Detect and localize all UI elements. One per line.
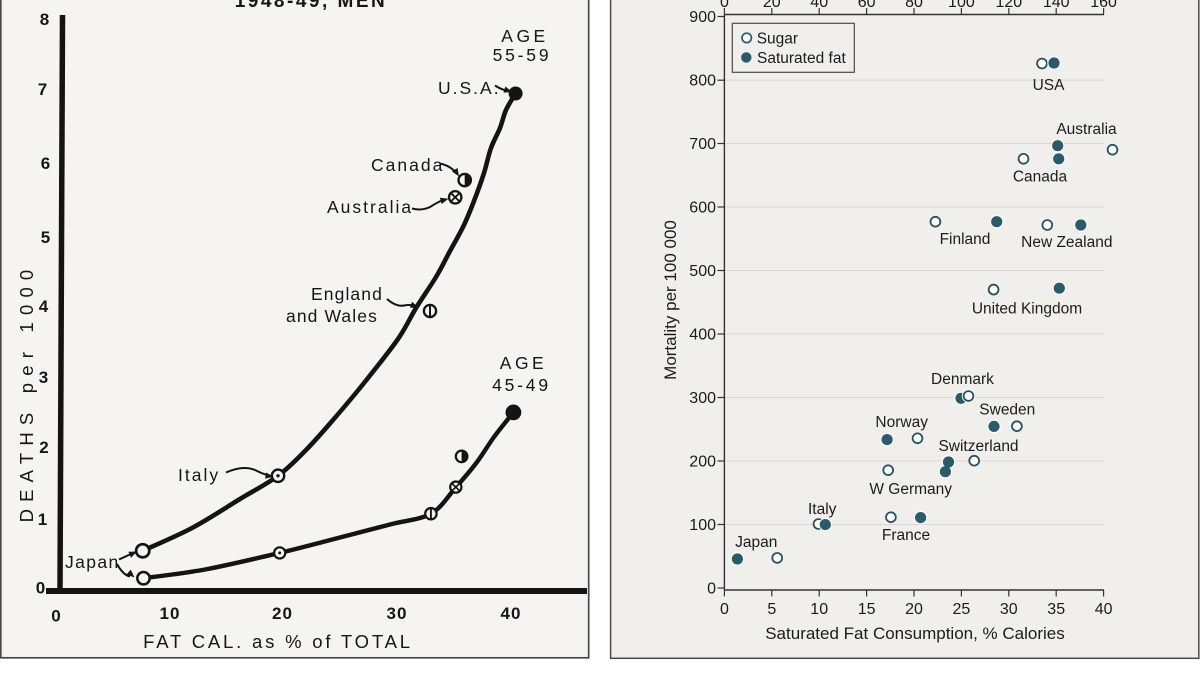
svg-text:120: 120 [995,0,1022,11]
svg-text:Norway: Norway [875,414,928,431]
svg-text:0: 0 [720,601,729,618]
svg-text:Finland: Finland [940,231,991,248]
svg-text:400: 400 [689,327,716,344]
svg-text:USA: USA [1033,77,1066,94]
svg-text:5: 5 [41,228,51,247]
svg-text:30: 30 [387,604,408,623]
svg-text:30: 30 [1000,601,1018,618]
svg-text:2: 2 [39,438,49,457]
svg-text:Denmark: Denmark [931,371,994,388]
svg-text:Saturated Fat Consumption, % C: Saturated Fat Consumption, % Calories [765,624,1065,643]
svg-text:500: 500 [689,263,716,280]
svg-text:Saturated fat: Saturated fat [757,50,846,67]
svg-text:FAT CAL. as % of TOTAL: FAT CAL. as % of TOTAL [143,631,413,652]
svg-text:1: 1 [38,510,48,529]
svg-text:and Wales: and Wales [286,306,378,326]
svg-text:100: 100 [689,517,716,534]
svg-text:40: 40 [1095,601,1113,618]
svg-text:6: 6 [41,154,51,173]
svg-text:Canada: Canada [371,155,444,175]
svg-text:35: 35 [1047,601,1065,618]
svg-text:55-59: 55-59 [493,45,552,65]
svg-text:Canada: Canada [1013,169,1068,186]
svg-text:900: 900 [689,9,716,26]
svg-text:Japan: Japan [65,552,120,572]
svg-text:AGE: AGE [500,353,547,373]
svg-text:45-49: 45-49 [492,375,551,395]
svg-text:3: 3 [39,368,49,387]
svg-text:Sweden: Sweden [979,402,1035,419]
svg-text:0: 0 [51,607,61,626]
svg-text:40: 40 [501,604,522,623]
svg-text:20: 20 [905,601,923,618]
svg-text:5: 5 [767,601,776,618]
svg-text:160: 160 [1090,0,1117,11]
svg-text:Australia: Australia [327,197,413,217]
svg-text:U.S.A.: U.S.A. [438,78,501,98]
svg-text:Italy: Italy [808,501,837,518]
svg-text:Sugar: Sugar [757,31,798,48]
svg-text:Italy: Italy [178,465,220,485]
svg-text:20: 20 [763,0,781,11]
svg-text:Australia: Australia [1056,121,1117,138]
svg-text:600: 600 [689,200,716,217]
svg-text:40: 40 [810,0,828,11]
svg-text:10: 10 [160,604,181,623]
svg-text:W Germany: W Germany [869,481,952,498]
svg-text:10: 10 [810,601,828,618]
svg-text:0: 0 [36,579,46,598]
svg-text:200: 200 [689,454,716,471]
svg-text:300: 300 [689,390,716,407]
svg-text:Mortality per 100 000: Mortality per 100 000 [661,220,680,380]
svg-text:England: England [311,284,383,304]
svg-text:France: France [882,527,930,544]
svg-text:15: 15 [858,601,876,618]
svg-text:700: 700 [689,136,716,153]
svg-text:80: 80 [905,0,923,11]
svg-text:100: 100 [948,0,975,11]
svg-text:4: 4 [39,297,49,316]
svg-text:140: 140 [1043,0,1070,11]
svg-text:1948-49, MEN: 1948-49, MEN [235,0,388,12]
svg-text:7: 7 [38,80,48,99]
svg-text:800: 800 [689,73,716,90]
svg-text:DEATHS per 1000: DEATHS per 1000 [16,263,37,523]
svg-text:60: 60 [858,0,876,11]
svg-text:New Zealand: New Zealand [1021,234,1112,251]
svg-text:8: 8 [40,10,50,29]
svg-text:0: 0 [707,581,716,598]
svg-text:25: 25 [953,601,971,618]
svg-text:Japan: Japan [735,534,777,551]
svg-text:0: 0 [720,0,729,11]
svg-text:United Kingdom: United Kingdom [972,301,1082,318]
svg-text:AGE: AGE [501,26,548,46]
svg-text:20: 20 [272,604,293,623]
svg-text:Switzerland: Switzerland [938,438,1018,455]
